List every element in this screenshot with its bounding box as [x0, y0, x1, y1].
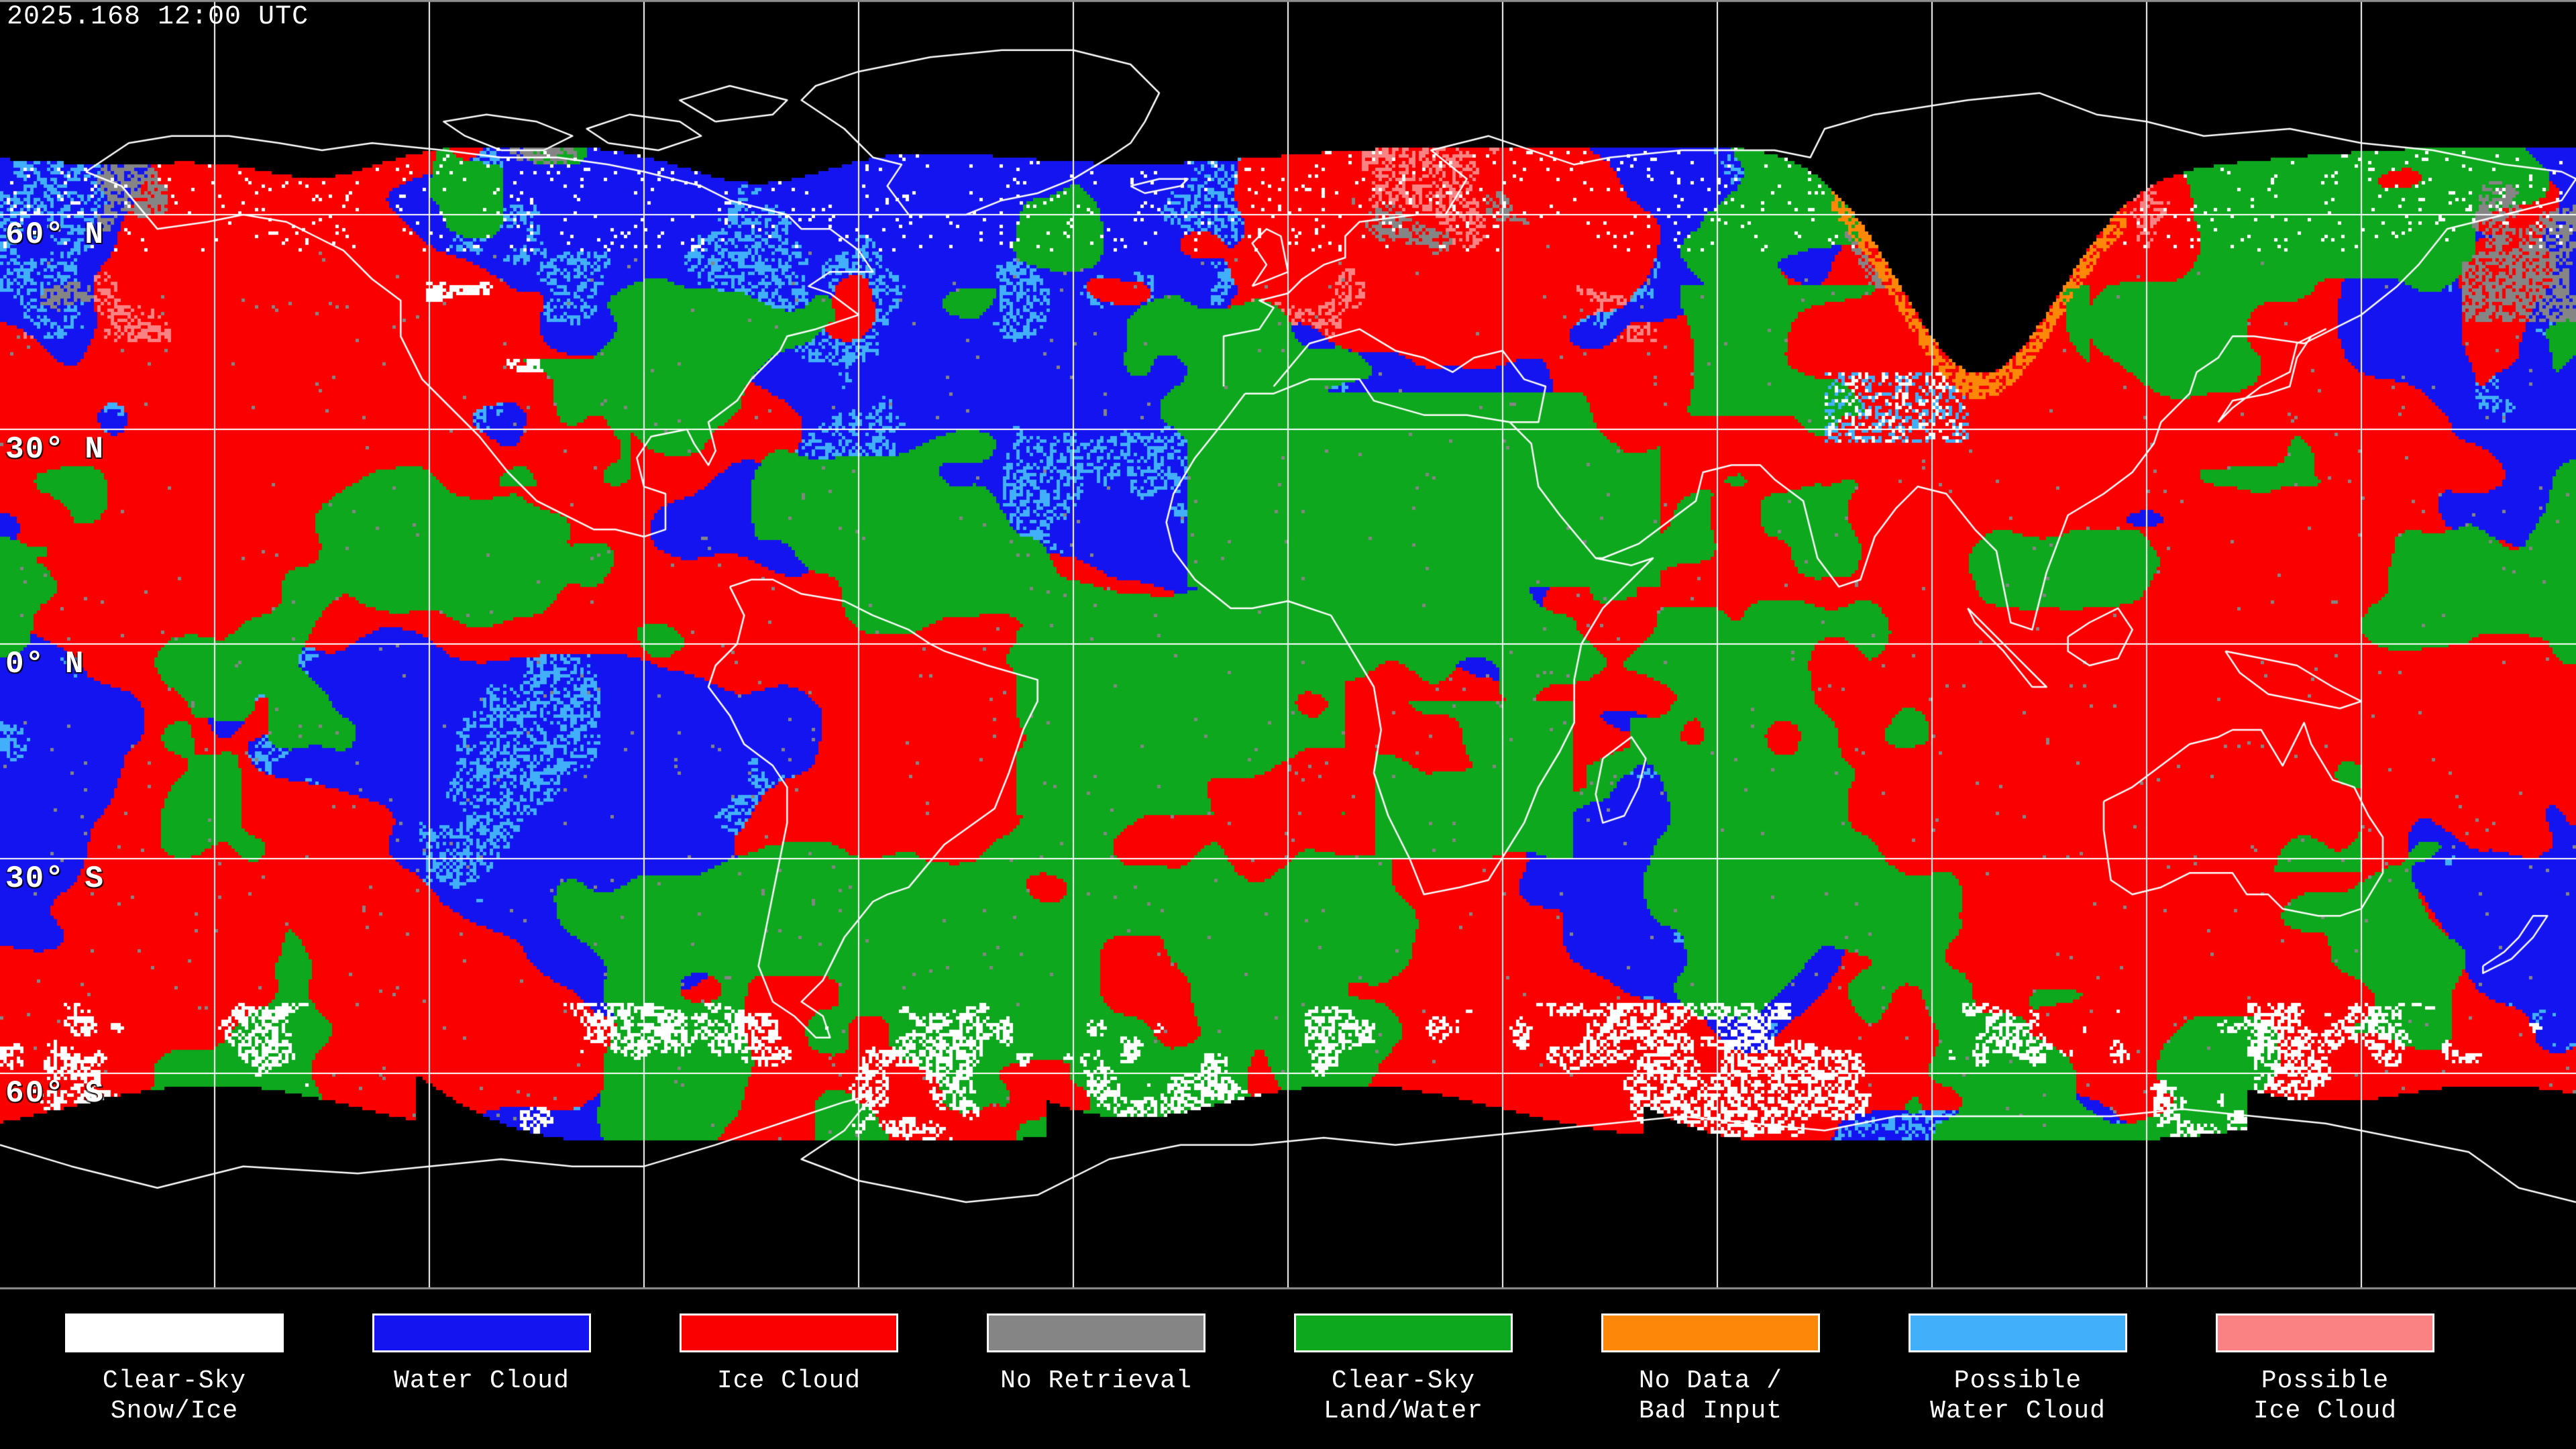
legend-swatch-no-data-bad-input — [1601, 1313, 1820, 1352]
legend-item-water-cloud: Water Cloud — [328, 1289, 635, 1448]
legend-item-no-data-bad-input: No Data / Bad Input — [1557, 1289, 1864, 1448]
legend: Clear-Sky Snow/Ice Water Cloud Ice Cloud… — [21, 1289, 2479, 1448]
legend-item-possible-water-cloud: Possible Water Cloud — [1864, 1289, 2171, 1448]
legend-label: Water Cloud — [394, 1366, 570, 1395]
legend-item-clear-sky-land-water: Clear-Sky Land/Water — [1250, 1289, 1557, 1448]
legend-swatch-no-retrieval — [987, 1313, 1205, 1352]
legend-label: No Data / Bad Input — [1638, 1366, 1783, 1426]
timestamp-label: 2025.168 12:00 UTC — [7, 2, 309, 32]
lat-label-30s: 30° S — [5, 861, 105, 896]
legend-item-ice-cloud: Ice Cloud — [635, 1289, 943, 1448]
legend-swatch-possible-water-cloud — [1909, 1313, 2127, 1352]
legend-swatch-possible-ice-cloud — [2216, 1313, 2434, 1352]
legend-swatch-water-cloud — [372, 1313, 591, 1352]
legend-label: Clear-Sky Snow/Ice — [102, 1366, 247, 1426]
lat-label-60n: 60° N — [5, 217, 105, 252]
legend-swatch-clear-sky-land-water — [1294, 1313, 1513, 1352]
legend-label: Ice Cloud — [716, 1366, 861, 1395]
legend-label: Possible Ice Cloud — [2253, 1366, 2398, 1426]
legend-item-possible-ice-cloud: Possible Ice Cloud — [2171, 1289, 2479, 1448]
lat-label-0n: 0° N — [5, 647, 85, 682]
legend-item-clear-sky-snow-ice: Clear-Sky Snow/Ice — [21, 1289, 328, 1448]
legend-swatch-ice-cloud — [680, 1313, 898, 1352]
legend-label: Clear-Sky Land/Water — [1323, 1366, 1484, 1426]
legend-label: No Retrieval — [1000, 1366, 1192, 1395]
lat-label-30n: 30° N — [5, 432, 105, 467]
legend-item-no-retrieval: No Retrieval — [943, 1289, 1250, 1448]
legend-label: Possible Water Cloud — [1930, 1366, 2106, 1426]
legend-swatch-clear-sky-snow-ice — [65, 1313, 284, 1352]
lat-label-60s: 60° S — [5, 1076, 105, 1111]
